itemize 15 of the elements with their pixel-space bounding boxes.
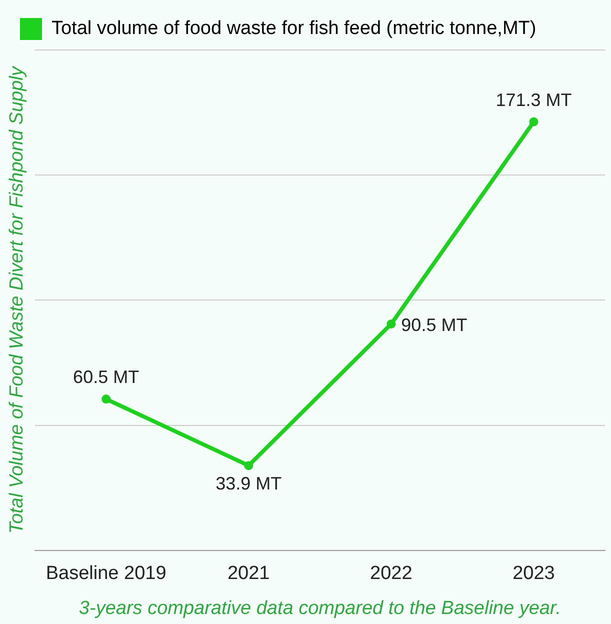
x-tick-label: 2023 xyxy=(512,563,555,584)
point xyxy=(386,319,396,328)
x-tick-label: 2021 xyxy=(227,563,270,584)
x-tick-label: 2022 xyxy=(370,563,412,584)
point xyxy=(529,117,538,126)
data-label: 171.3 MT xyxy=(496,90,572,110)
data-label: 90.5 MT xyxy=(401,314,468,335)
x-tick-label: Baseline 2019 xyxy=(46,563,166,584)
point xyxy=(102,394,111,404)
y-axis-title: Total Volume of Food Waste Divert for Fishpond Supply xyxy=(6,65,28,534)
point xyxy=(244,461,254,470)
legend-label: Total volume of food waste for fish feed (metric tonne,MT) xyxy=(52,18,536,40)
x-axis-title: 3-years comparative data compared to the Baseline year. xyxy=(78,598,561,619)
data-label: 60.5 MT xyxy=(73,367,140,387)
data-label: 33.9 MT xyxy=(216,474,282,494)
